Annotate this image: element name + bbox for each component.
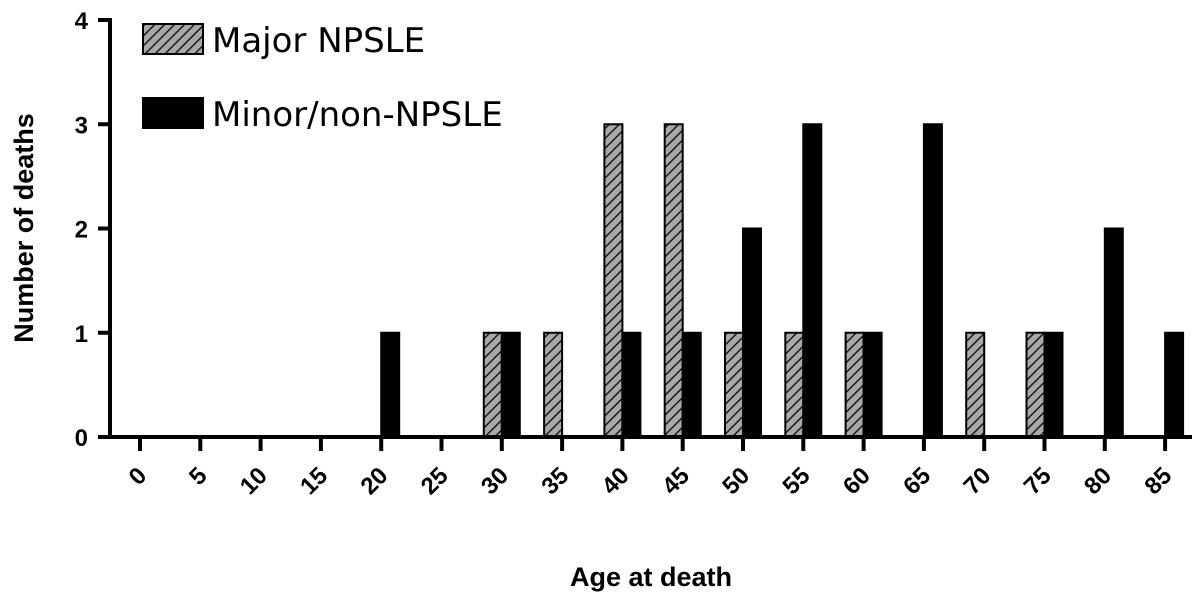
x-tick-label: 0: [124, 462, 153, 491]
legend-swatch-minor-non-npsle: [142, 97, 204, 129]
bar-major-npsle-50: [724, 331, 744, 438]
legend: Major NPSLE Minor/non-NPSLE: [142, 21, 503, 135]
bar-minor-non-npsle-30: [500, 331, 521, 438]
legend-label-major-npsle: Major NPSLE: [212, 21, 425, 61]
x-tick-label: 50: [717, 462, 755, 500]
y-axis-title: Number of deaths: [9, 113, 39, 343]
y-tick-label: 2: [75, 217, 88, 244]
bar-major-npsle-60: [844, 331, 865, 438]
y-tick-label: 3: [75, 112, 88, 139]
x-tick-label: 25: [416, 462, 454, 500]
bar-major-npsle-70: [965, 331, 986, 438]
bar-major-npsle-35: [543, 331, 564, 438]
bar-minor-non-npsle-40: [621, 331, 642, 438]
x-tick-label: 35: [536, 462, 574, 500]
bar-minor-non-npsle-85: [1164, 331, 1185, 438]
bar-major-npsle-55: [784, 331, 805, 438]
bar-minor-non-npsle-60: [862, 331, 883, 438]
x-tick-label: 20: [355, 462, 393, 500]
legend-swatch-major-npsle: [142, 23, 204, 55]
bar-minor-non-npsle-80: [1103, 227, 1124, 438]
bars-group: [380, 123, 1185, 438]
x-tick-label: 75: [1019, 462, 1057, 500]
bar-minor-non-npsle-55: [802, 123, 823, 438]
x-tick-label: 85: [1139, 462, 1177, 500]
x-tick-label: 30: [476, 462, 514, 500]
bar-minor-non-npsle-65: [922, 123, 943, 438]
bar-major-npsle-30: [482, 331, 503, 438]
x-axis-title: Age at death: [570, 562, 732, 592]
bar-major-npsle-45: [663, 123, 684, 438]
y-tick-label: 4: [75, 8, 89, 35]
x-tick-label: 45: [657, 462, 695, 500]
x-tick-label: 5: [184, 462, 213, 491]
bar-minor-non-npsle-45: [681, 331, 702, 438]
x-tick-label: 60: [838, 462, 876, 500]
x-tick-label: 55: [778, 462, 816, 500]
legend-label-minor-non-npsle: Minor/non-NPSLE: [212, 95, 503, 135]
y-tick-label: 1: [75, 321, 88, 348]
x-tick-label: 10: [235, 462, 273, 500]
x-tick-label: 80: [1079, 462, 1117, 500]
x-tick-label: 70: [958, 462, 996, 500]
x-tick-label: 15: [295, 462, 333, 500]
y-tick-label: 0: [75, 425, 88, 452]
bar-minor-non-npsle-75: [1043, 331, 1064, 438]
x-tick-label: 40: [597, 462, 635, 500]
bar-major-npsle-40: [603, 123, 624, 438]
bar-minor-non-npsle-20: [380, 331, 401, 438]
bar-minor-non-npsle-50: [742, 227, 762, 438]
bar-major-npsle-75: [1025, 331, 1046, 438]
x-tick-label: 65: [898, 462, 936, 500]
